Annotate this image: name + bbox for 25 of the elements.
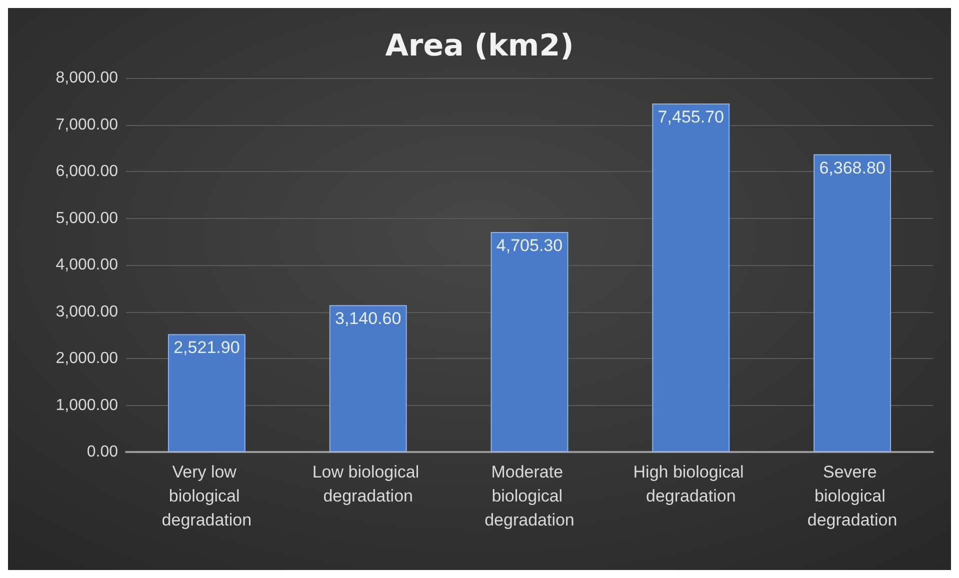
data-label: 2,521.90 [174,338,240,358]
y-tick-label: 5,000.00 [56,210,118,227]
bar [168,334,246,452]
y-tick-label: 7,000.00 [56,116,118,134]
y-tick-label: 3,000.00 [56,303,118,320]
bar [329,305,407,452]
data-label: 6,368.80 [819,158,886,178]
y-tick-label: 6,000.00 [56,163,118,180]
y-tick-label: 8,000.00 [56,70,118,86]
data-label: 4,705.30 [496,236,563,256]
y-tick-label: 1,000.00 [56,396,118,414]
y-tick-label: 4,000.00 [56,256,118,274]
data-label: 7,455.70 [658,107,724,126]
bar [652,103,730,452]
data-label: 3,140.60 [335,309,402,328]
chart-title: Area (km2) [385,28,574,64]
x-tick-label: Low biological degradation [312,462,424,506]
y-tick-label: 0.00 [86,444,118,460]
y-tick-label: 2,000.00 [56,350,118,367]
x-tick-label: Very low biological degradation [162,462,252,530]
x-tick-label: Severe biological degradation [807,462,898,530]
x-tick-label: High biological degradation [633,462,749,506]
bar [490,232,568,452]
bar [814,154,892,452]
x-tick-label: Moderate biological degradation [484,462,574,530]
